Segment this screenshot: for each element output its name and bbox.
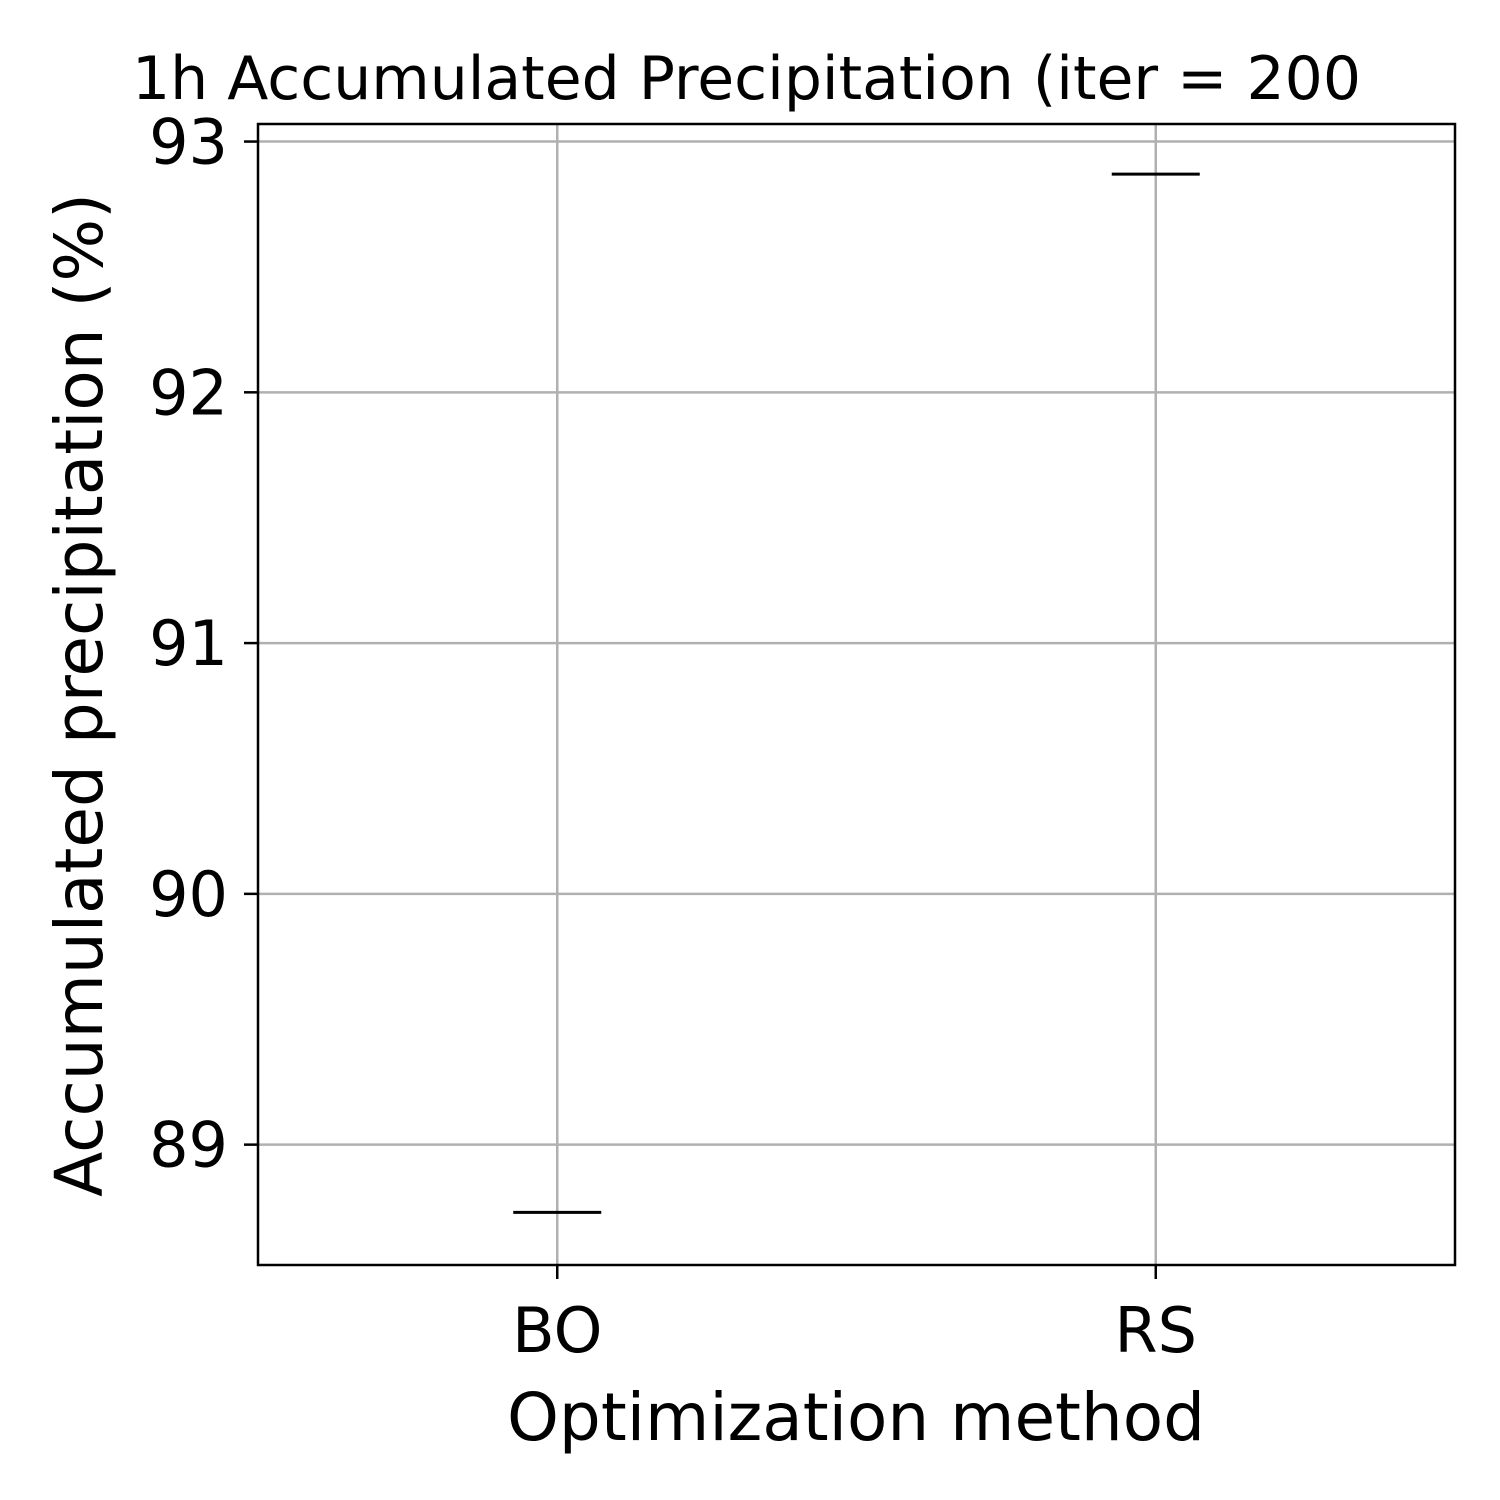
axes-frame — [256, 122, 1457, 1267]
x-ticks: BO RS — [512, 1265, 1197, 1367]
y-tick-label: 92 — [149, 356, 228, 429]
y-ticks: 89 90 91 92 93 — [149, 106, 258, 1182]
y-tick-label: 93 — [149, 106, 228, 179]
chart-title: 1h Accumulated Precipitation (iter = 200 — [132, 44, 1361, 114]
y-tick-label: 90 — [149, 858, 228, 931]
x-tick-label-bo: BO — [512, 1294, 602, 1367]
x-tick-label-rs: RS — [1115, 1294, 1197, 1367]
x-axis-label: Optimization method — [507, 1379, 1205, 1456]
y-axis-label: Accumulated precipitation (%) — [41, 193, 118, 1197]
grid-layer — [258, 124, 1455, 1265]
box-medians — [513, 172, 1200, 1214]
y-tick-label: 89 — [149, 1109, 228, 1182]
y-tick-label: 91 — [149, 607, 228, 680]
